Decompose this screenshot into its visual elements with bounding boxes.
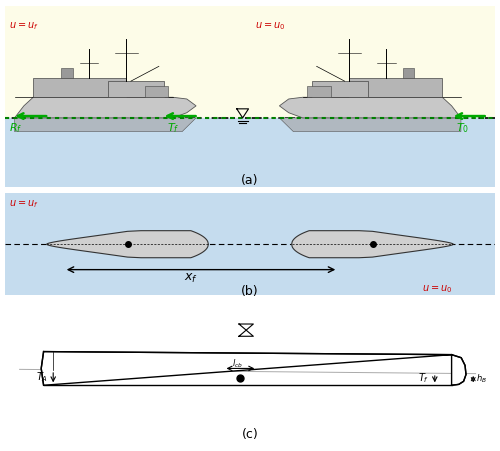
Bar: [349, 78, 442, 97]
Polygon shape: [280, 119, 461, 132]
Bar: [61, 69, 72, 79]
Bar: [33, 78, 126, 97]
Text: $T_f$: $T_f$: [166, 121, 179, 135]
Text: $u=u_f$: $u=u_f$: [9, 20, 38, 32]
Bar: [308, 87, 330, 97]
Polygon shape: [46, 231, 208, 258]
Text: $h_B$: $h_B$: [476, 372, 486, 384]
Text: (c): (c): [242, 428, 258, 440]
Text: $l_{cb}$: $l_{cb}$: [232, 357, 243, 369]
Bar: [5, 119, 495, 187]
Text: $u=u_0$: $u=u_0$: [255, 20, 285, 32]
Polygon shape: [14, 98, 196, 119]
Polygon shape: [41, 352, 466, 386]
Bar: [312, 82, 368, 97]
Polygon shape: [280, 98, 461, 119]
Text: (a): (a): [241, 174, 259, 187]
Bar: [145, 87, 168, 97]
Text: $u=u_f$: $u=u_f$: [9, 198, 38, 210]
Text: $u=u_0$: $u=u_0$: [422, 282, 452, 294]
Text: $x_f$: $x_f$: [184, 271, 198, 284]
Bar: [5, 7, 495, 122]
Text: $T_0$: $T_0$: [456, 121, 469, 135]
Polygon shape: [14, 119, 196, 132]
Text: $T_A$: $T_A$: [36, 369, 48, 383]
Text: $R_f$: $R_f$: [9, 121, 22, 135]
Polygon shape: [292, 231, 454, 258]
Bar: [108, 82, 164, 97]
Text: $T_f$: $T_f$: [418, 371, 429, 385]
Bar: [403, 69, 414, 79]
Text: (b): (b): [241, 285, 259, 298]
